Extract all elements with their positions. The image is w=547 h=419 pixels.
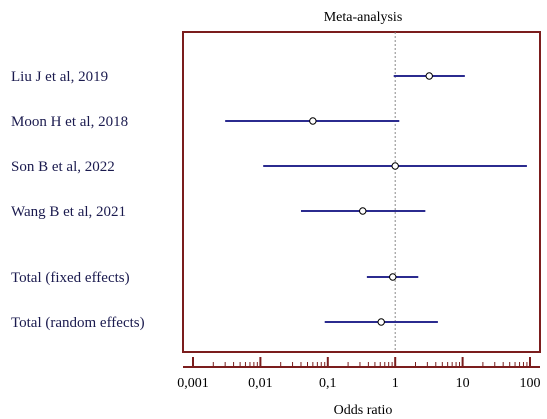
x-axis-tick-labels: 0,001 0,01 0,1 1 10 100 — [177, 376, 540, 391]
point-estimate — [389, 273, 397, 281]
study-label: Liu J et al, 2019 — [11, 69, 108, 85]
point-estimates — [309, 72, 433, 326]
x-axis-label: Odds ratio — [334, 403, 393, 418]
study-label: Son B et al, 2022 — [11, 159, 115, 175]
tick-label: 0,01 — [248, 376, 273, 391]
chart-title: Meta-analysis — [324, 10, 403, 25]
plot-frame — [182, 31, 541, 353]
study-label: Wang B et al, 2021 — [11, 204, 126, 220]
tick-label: 10 — [456, 376, 470, 391]
tick-label: 0,001 — [177, 376, 209, 391]
tick-label: 100 — [520, 376, 541, 391]
point-estimate — [309, 117, 317, 125]
study-label: Total (fixed effects) — [11, 270, 130, 286]
point-estimate — [359, 207, 367, 215]
tick-label: 0,1 — [319, 376, 337, 391]
study-label: Moon H et al, 2018 — [11, 114, 128, 130]
x-axis-ticks — [192, 357, 531, 367]
study-labels: Liu J et al, 2019 Moon H et al, 2018 Son B… — [11, 69, 145, 331]
point-estimate — [391, 162, 399, 170]
point-estimate — [377, 318, 385, 326]
confidence-intervals — [225, 75, 527, 323]
point-estimate — [425, 72, 433, 80]
study-label: Total (random effects) — [11, 315, 145, 331]
tick-label: 1 — [392, 376, 399, 391]
